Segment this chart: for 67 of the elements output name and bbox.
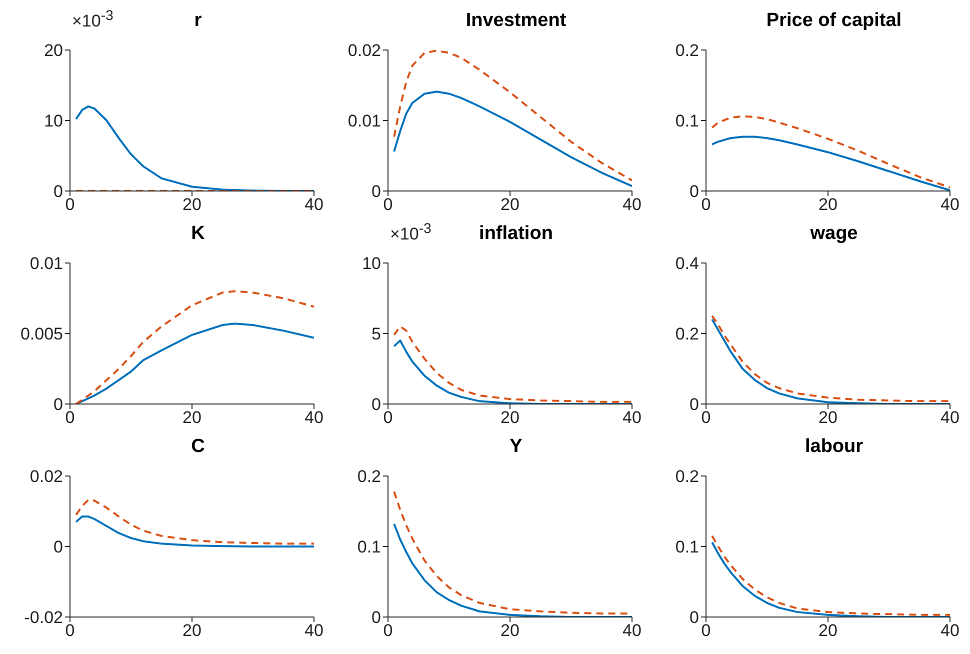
- line-series: [75, 516, 314, 548]
- x-tick-label: 20: [818, 621, 838, 640]
- y-tick-label: 0: [690, 395, 699, 414]
- line-series: [393, 340, 632, 404]
- line-series: [711, 136, 950, 191]
- x-tick-label: 40: [622, 195, 642, 214]
- y-tick-label: 0.2: [675, 41, 699, 60]
- x-tick-label: 20: [818, 195, 838, 214]
- x-tick-label: 20: [818, 408, 838, 428]
- y-tick-label: 0.02: [30, 467, 63, 486]
- chart-title: inflation: [479, 223, 553, 244]
- x-tick-label: 40: [622, 621, 642, 640]
- chart-title: r: [194, 10, 202, 31]
- x-tick-label: 20: [500, 408, 520, 428]
- y-tick-label: 0.1: [675, 112, 699, 131]
- chart-title: K: [190, 223, 206, 245]
- chart-title: wage: [809, 223, 859, 245]
- line-series: [75, 498, 314, 545]
- y-tick-label: 0.005: [20, 324, 63, 344]
- y-tick-label: 0: [372, 395, 381, 414]
- x-tick-label: 40: [940, 195, 960, 214]
- x-tick-label: 20: [182, 408, 202, 428]
- y-tick-label: 0.01: [348, 112, 381, 131]
- y-tick-label: 0: [690, 182, 699, 202]
- chart-title: Y: [508, 436, 524, 458]
- y-tick-label: 0.1: [675, 538, 699, 557]
- chart-title: Investment: [464, 10, 568, 32]
- line-series: [393, 90, 632, 188]
- line-series: [711, 115, 950, 188]
- y-tick-label: -0.02: [24, 608, 63, 628]
- x-tick-label: 20: [182, 195, 202, 214]
- line-series: [393, 522, 632, 617]
- y-tick-label: 0: [372, 608, 381, 628]
- y-tick-label: 0: [372, 182, 381, 202]
- y-tick-label: 0: [54, 538, 63, 557]
- y-tick-label: 0.1: [357, 538, 381, 557]
- x-tick-label: 20: [182, 621, 202, 640]
- x-tick-label: 20: [500, 195, 520, 214]
- line-series: [75, 105, 314, 191]
- line-series: [75, 290, 314, 404]
- y-tick-label: 0.02: [348, 41, 381, 60]
- x-tick-label: 20: [500, 621, 520, 640]
- text: ×10$^{-3}$: [390, 221, 432, 245]
- y-tick-label: 5: [372, 324, 381, 344]
- x-tick-label: 40: [304, 195, 324, 214]
- y-tick-label: 0.2: [675, 467, 699, 486]
- y-tick-label: 0: [690, 608, 699, 628]
- chart-title: Price of capital: [765, 10, 903, 32]
- x-tick-label: 40: [940, 408, 960, 428]
- y-tick-label: 0.4: [675, 254, 699, 274]
- line-series: [393, 50, 632, 182]
- x-tick-label: 40: [304, 621, 324, 640]
- chart-title: C: [190, 436, 206, 458]
- y-tick-label: 0.2: [675, 324, 699, 344]
- chart-title: labour: [804, 436, 864, 458]
- x-tick-label: 40: [940, 621, 960, 640]
- y-tick-label: 0: [54, 395, 63, 414]
- x-tick-label: 40: [304, 408, 324, 428]
- y-tick-label: 0.01: [30, 254, 63, 274]
- y-tick-label: 10: [362, 254, 381, 274]
- line-series: [393, 325, 632, 403]
- y-tick-label: 20: [44, 41, 63, 60]
- y-tick-label: 10: [44, 112, 63, 131]
- y-tick-label: 0.2: [357, 467, 381, 486]
- text: ×10$^{-3}$: [72, 8, 114, 32]
- y-tick-label: 0: [54, 182, 63, 202]
- x-tick-label: 40: [622, 408, 642, 428]
